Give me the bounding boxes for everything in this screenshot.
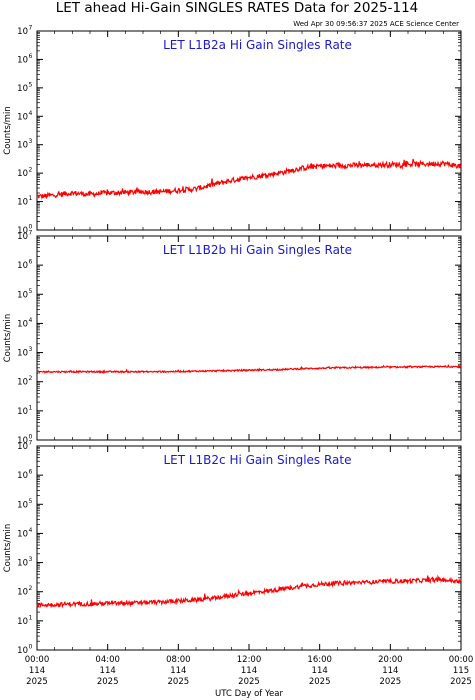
- x-tick-label-year: 2025: [450, 677, 472, 687]
- y-tick-label: 10: [17, 349, 28, 359]
- y-tick-label: 10: [17, 55, 28, 65]
- x-tick-label-doy: 114: [29, 666, 45, 676]
- x-tick-label-year: 2025: [309, 677, 331, 687]
- y-axis-title: Counts/min: [3, 524, 13, 573]
- panel-frame: [36, 30, 462, 231]
- x-tick-label-time: 08:00: [166, 655, 191, 665]
- y-tick-exponent: 5: [29, 81, 33, 88]
- y-tick-label: 10: [17, 529, 28, 539]
- y-tick-label: 10: [17, 27, 28, 37]
- y-tick-label: 10: [17, 442, 28, 452]
- y-tick-exponent: 3: [29, 346, 33, 353]
- y-tick-exponent: 7: [29, 25, 33, 32]
- x-tick-label-year: 2025: [380, 677, 402, 687]
- y-tick-label: 10: [17, 198, 28, 208]
- panel-title: LET L1B2a Hi Gain Singles Rate: [163, 38, 352, 52]
- panel-title: LET L1B2b Hi Gain Singles Rate: [163, 243, 352, 257]
- panel-frame: [36, 235, 462, 441]
- y-tick-label: 10: [17, 588, 28, 598]
- x-tick-label-doy: 114: [100, 666, 116, 676]
- x-tick-label-doy: 115: [453, 666, 469, 676]
- y-tick-exponent: 2: [29, 167, 33, 174]
- y-tick-exponent: 1: [29, 614, 33, 621]
- x-tick-label-time: 12:00: [237, 655, 262, 665]
- y-tick-exponent: 6: [29, 53, 33, 60]
- y-tick-exponent: 4: [29, 110, 33, 117]
- y-tick-exponent: 5: [29, 498, 33, 505]
- y-tick-exponent: 0: [29, 644, 33, 651]
- y-tick-label: 10: [17, 407, 28, 417]
- y-tick-exponent: 6: [29, 259, 33, 266]
- y-tick-label: 10: [17, 617, 28, 627]
- y-tick-exponent: 4: [29, 317, 33, 324]
- x-axis-title: UTC Day of Year: [215, 689, 283, 699]
- y-tick-exponent: 2: [29, 585, 33, 592]
- y-axis-title: Counts/min: [3, 314, 13, 363]
- x-tick-label-time: 04:00: [95, 655, 120, 665]
- panel-title: LET L1B2c Hi Gain Singles Rate: [163, 453, 351, 467]
- y-tick-exponent: 0: [29, 434, 33, 441]
- y-tick-label: 10: [17, 559, 28, 569]
- x-tick-label-doy: 114: [382, 666, 398, 676]
- y-tick-label: 10: [17, 378, 28, 388]
- y-tick-exponent: 6: [29, 469, 33, 476]
- panel-frame: [36, 445, 462, 651]
- y-tick-exponent: 7: [29, 440, 33, 447]
- y-tick-label: 10: [17, 141, 28, 151]
- x-tick-label-year: 2025: [168, 677, 190, 687]
- y-tick-exponent: 0: [29, 224, 33, 231]
- y-tick-label: 10: [17, 261, 28, 271]
- y-tick-label: 10: [17, 232, 28, 242]
- y-tick-label: 10: [17, 226, 28, 236]
- x-tick-label-year: 2025: [97, 677, 119, 687]
- y-tick-label: 10: [17, 169, 28, 179]
- y-tick-exponent: 3: [29, 556, 33, 563]
- y-tick-label: 10: [17, 500, 28, 510]
- x-tick-label-time: 20:00: [378, 655, 403, 665]
- y-tick-exponent: 4: [29, 527, 33, 534]
- y-tick-exponent: 1: [29, 404, 33, 411]
- x-tick-label-year: 2025: [238, 677, 260, 687]
- figure-title: LET ahead Hi-Gain SINGLES RATES Data for…: [56, 0, 419, 16]
- x-tick-label-doy: 114: [170, 666, 186, 676]
- y-tick-exponent: 2: [29, 375, 33, 382]
- x-tick-label-year: 2025: [26, 677, 48, 687]
- y-tick-label: 10: [17, 471, 28, 481]
- series-line: [36, 363, 462, 375]
- x-tick-label-time: 16:00: [307, 655, 332, 665]
- y-tick-label: 10: [17, 290, 28, 300]
- series-line: [37, 158, 462, 200]
- timestamp: Wed Apr 30 09:56:37 2025 ACE Science Cen…: [293, 20, 459, 28]
- series-line: [36, 574, 462, 609]
- y-tick-exponent: 1: [29, 195, 33, 202]
- y-axis-title: Counts/min: [3, 106, 13, 155]
- x-tick-label-doy: 114: [241, 666, 257, 676]
- y-tick-exponent: 7: [29, 230, 33, 237]
- y-tick-label: 10: [17, 84, 28, 94]
- y-tick-exponent: 3: [29, 138, 33, 145]
- y-tick-label: 10: [17, 319, 28, 329]
- x-axis-labels: 00:00114202504:00114202508:00114202512:0…: [25, 655, 474, 687]
- y-tick-label: 10: [17, 646, 28, 656]
- y-tick-exponent: 5: [29, 288, 33, 295]
- y-tick-label: 10: [17, 436, 28, 446]
- x-tick-label-doy: 114: [312, 666, 328, 676]
- x-tick-label-time: 00:00: [449, 655, 474, 665]
- x-tick-label-time: 00:00: [25, 655, 50, 665]
- y-tick-label: 10: [17, 112, 28, 122]
